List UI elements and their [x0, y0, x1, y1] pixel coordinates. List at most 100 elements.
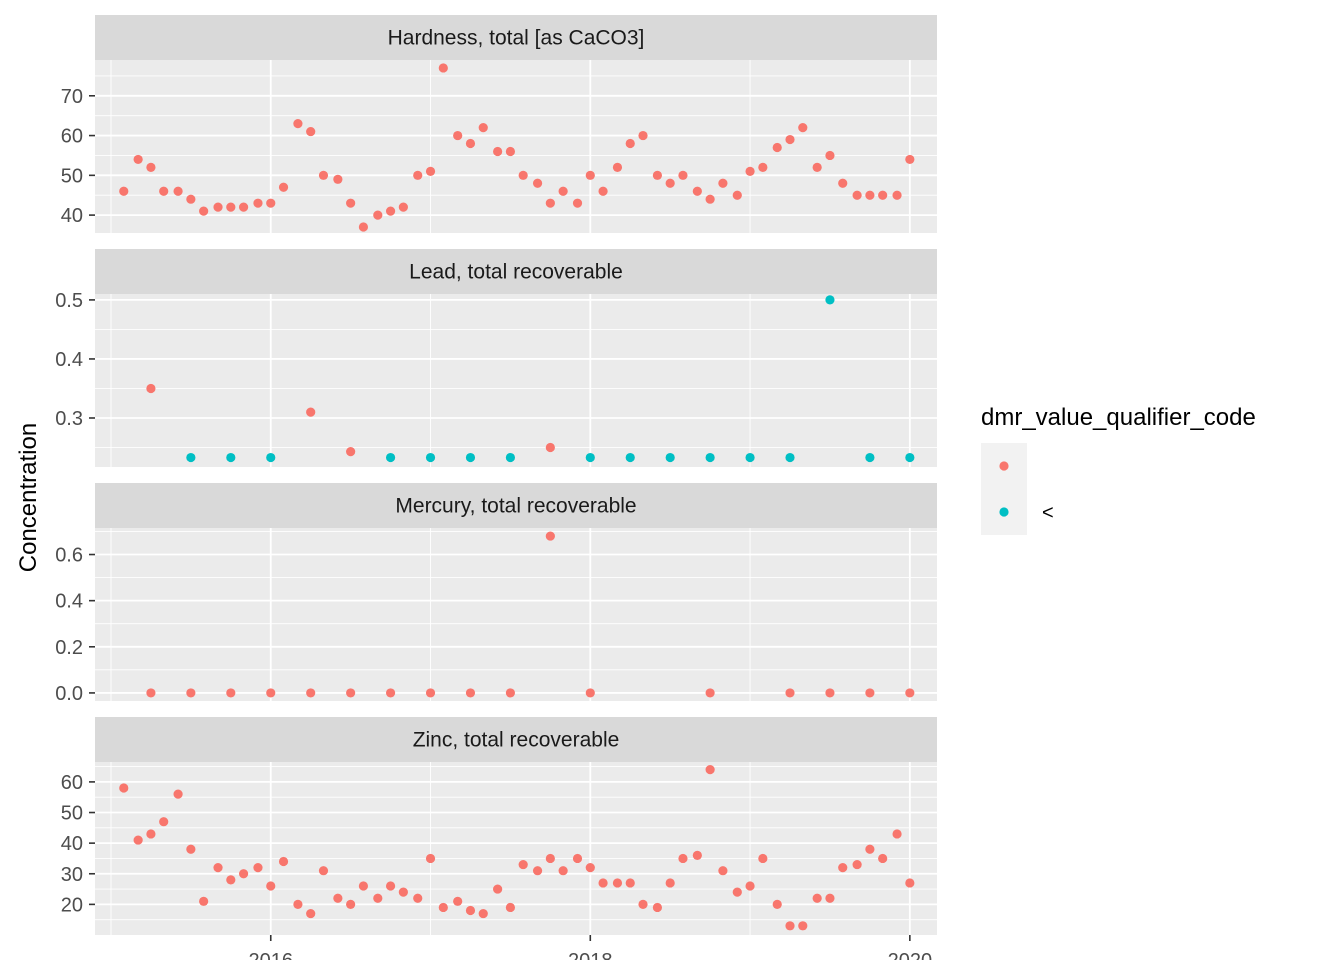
data-point	[905, 878, 915, 888]
y-tick-label: 40	[61, 833, 83, 855]
data-point	[772, 142, 782, 153]
y-tick-label: 60	[61, 126, 83, 148]
data-point	[798, 123, 808, 133]
data-point	[625, 138, 635, 149]
data-point	[518, 859, 528, 870]
data-point	[825, 150, 835, 161]
data-point	[598, 186, 608, 196]
y-tick-label: 50	[61, 803, 83, 825]
data-point	[373, 210, 383, 220]
data-point	[892, 190, 902, 200]
y-tick-label: 0.4	[55, 349, 83, 371]
data-point	[732, 887, 742, 897]
facet-panel: Mercury, total recoverable 0.0 0.2 0.4 0.6	[55, 483, 937, 705]
data-point	[505, 452, 516, 463]
data-point	[532, 866, 543, 876]
data-point	[159, 186, 169, 196]
data-point	[199, 206, 209, 216]
data-point	[213, 863, 223, 873]
data-point	[585, 170, 595, 180]
data-point	[173, 186, 183, 196]
facet-title: Mercury, total recoverable	[395, 495, 636, 518]
data-point	[186, 688, 196, 698]
data-point	[665, 878, 675, 888]
data-point	[146, 688, 156, 698]
data-point	[453, 896, 463, 906]
y-tick-label: 0.4	[55, 591, 83, 613]
y-tick-label: 60	[61, 772, 83, 794]
data-point	[545, 198, 555, 208]
data-point	[718, 178, 728, 188]
facet-panel: Hardness, total [as CaCO3] 40 50 60 70	[61, 15, 937, 233]
data-point	[306, 688, 316, 698]
data-point	[572, 198, 583, 208]
data-point	[385, 881, 396, 891]
y-tick-label: 30	[61, 864, 83, 886]
data-point	[638, 899, 648, 909]
data-point	[226, 875, 236, 885]
data-point	[732, 190, 742, 200]
data-point	[266, 452, 276, 463]
data-point	[253, 863, 263, 873]
data-point	[905, 688, 915, 698]
data-point	[812, 162, 822, 172]
data-point	[266, 688, 276, 698]
data-point	[238, 202, 249, 212]
data-point	[425, 166, 436, 176]
data-point	[493, 146, 503, 157]
data-point	[146, 829, 156, 839]
panel-background	[95, 762, 937, 935]
data-point	[705, 194, 715, 204]
y-tick-label: 0.2	[55, 637, 83, 659]
data-point	[585, 452, 595, 463]
y-tick-label: 0.3	[55, 408, 83, 430]
data-point	[625, 878, 635, 888]
data-point	[652, 902, 662, 913]
data-point	[146, 162, 156, 172]
data-point	[333, 893, 343, 903]
data-point	[413, 170, 423, 180]
data-point	[505, 688, 516, 698]
data-point	[119, 783, 129, 793]
data-point	[838, 863, 848, 873]
data-point	[705, 452, 715, 463]
data-point	[398, 887, 408, 897]
facet-title: Zinc, total recoverable	[413, 729, 620, 752]
data-point	[825, 295, 835, 305]
data-point	[785, 452, 795, 463]
data-point	[238, 869, 249, 879]
data-point	[358, 881, 369, 891]
x-tick-label: 2016	[248, 950, 293, 960]
data-point	[186, 844, 196, 854]
data-point	[346, 899, 356, 909]
data-point	[306, 126, 316, 137]
data-point	[585, 688, 595, 698]
panel-background	[95, 528, 937, 701]
data-point	[478, 908, 488, 919]
data-point	[598, 878, 608, 888]
data-point	[413, 893, 423, 903]
facet-strip	[95, 717, 937, 762]
data-point	[892, 829, 902, 839]
data-point	[346, 198, 356, 208]
legend-title: dmr_value_qualifier_code	[981, 404, 1256, 431]
data-point	[465, 138, 476, 149]
data-point	[905, 154, 915, 165]
data-point	[652, 170, 662, 180]
legend-label: <	[1042, 502, 1054, 524]
data-point	[318, 170, 329, 180]
legend-key-point	[999, 461, 1009, 471]
data-point	[532, 178, 543, 188]
data-point	[226, 202, 236, 212]
data-point	[358, 222, 369, 232]
data-point	[133, 835, 143, 845]
data-point	[493, 884, 503, 894]
data-point	[878, 190, 888, 200]
data-point	[705, 688, 715, 698]
data-point	[838, 178, 848, 188]
data-point	[278, 856, 289, 867]
data-point	[678, 853, 688, 864]
data-point	[812, 893, 822, 903]
data-point	[266, 881, 276, 891]
data-point	[612, 878, 623, 888]
